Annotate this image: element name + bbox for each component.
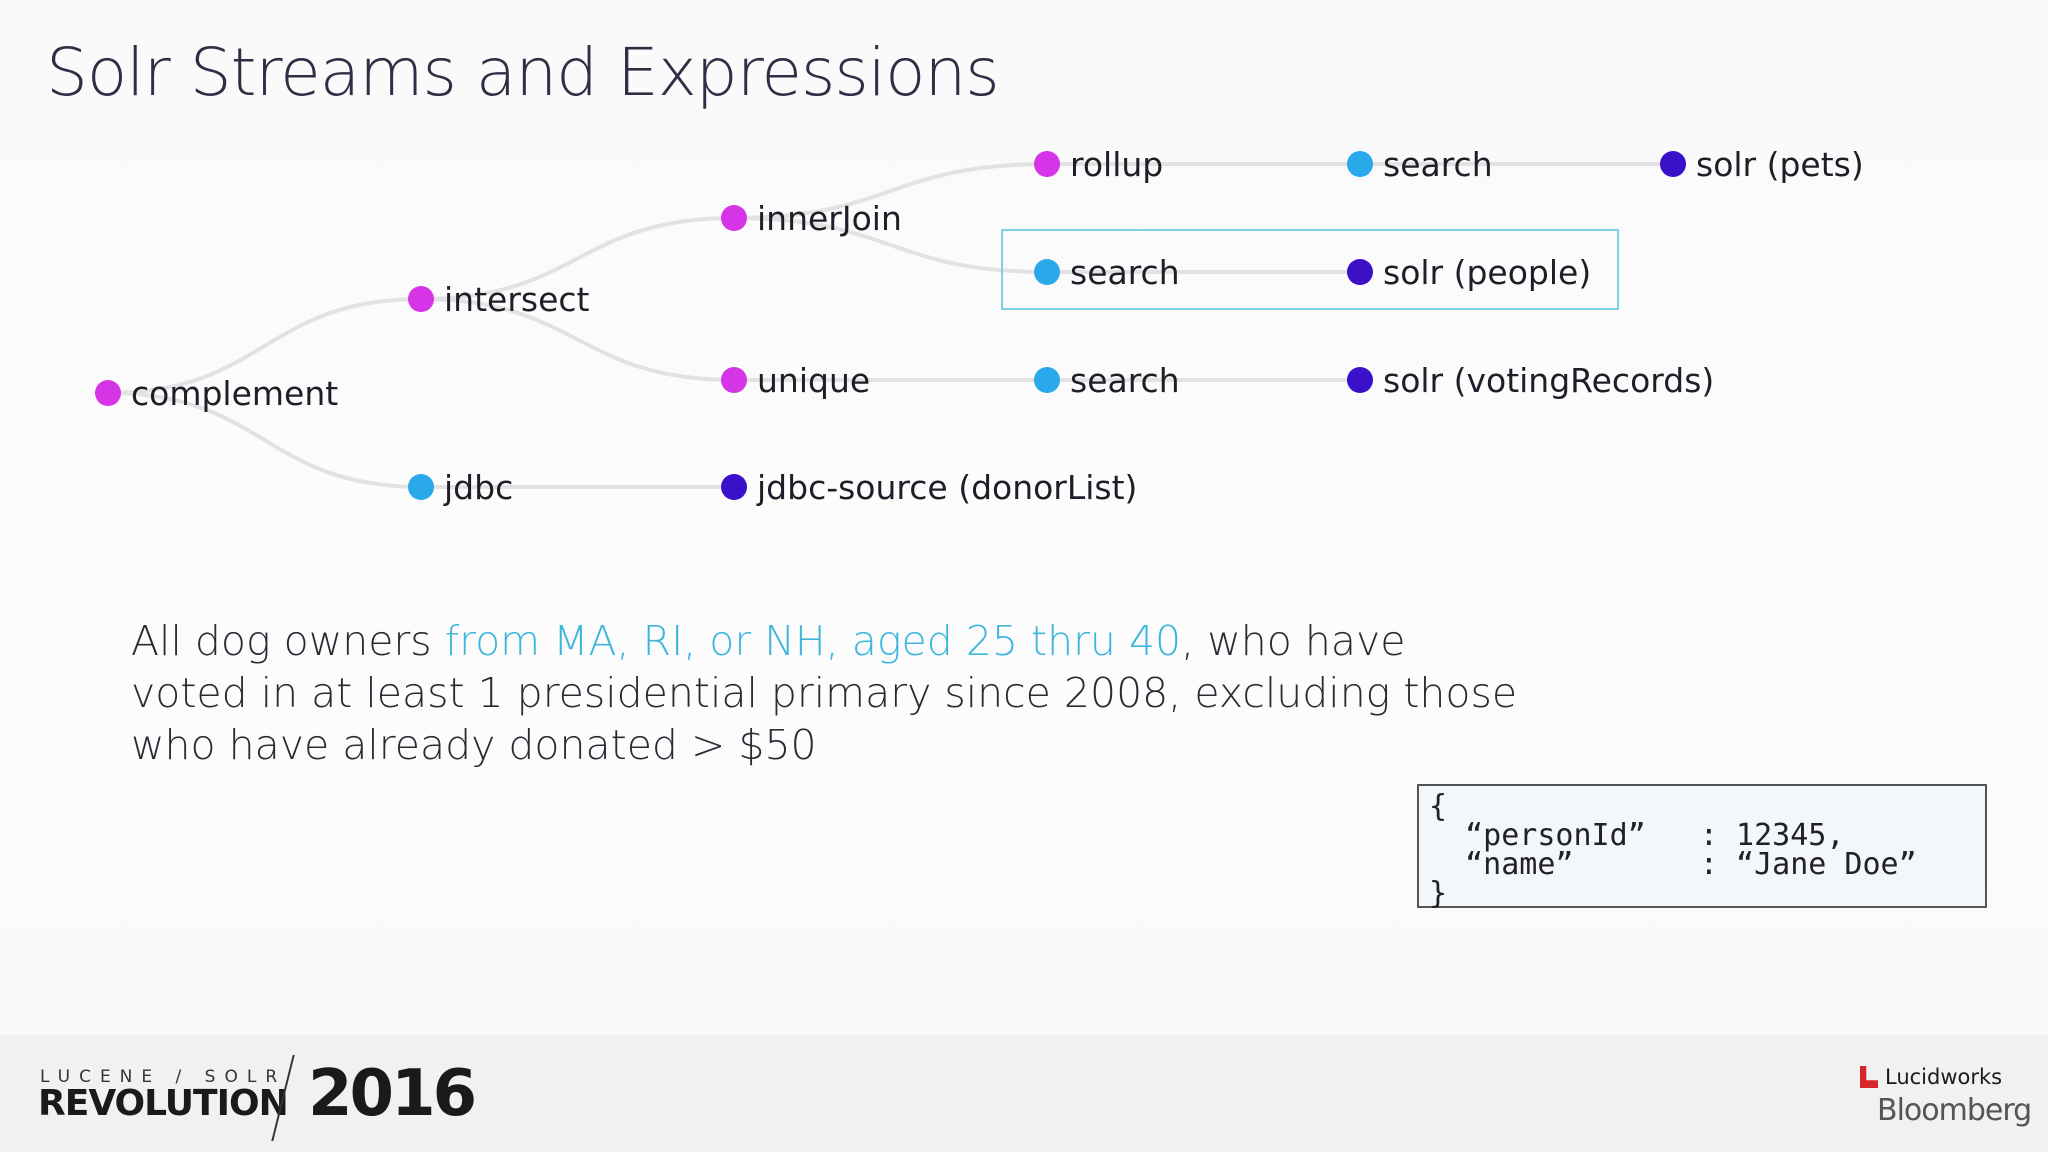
node-label: search	[1070, 253, 1180, 292]
event-name-line1: LUCENE / SOLR	[40, 1067, 287, 1087]
node-label: rollup	[1070, 145, 1163, 184]
caption-text-start: All dog owners	[131, 617, 445, 665]
lucidworks-label: Lucidworks	[1885, 1065, 2003, 1089]
caption-highlight: from MA, RI, or NH, aged 25 thru 40	[444, 617, 1182, 665]
node-label: unique	[757, 361, 870, 400]
node-dot	[1347, 259, 1373, 285]
node-label: complement	[131, 374, 338, 413]
node-dot	[1347, 367, 1373, 393]
tree-node-intersect: intersect	[408, 280, 590, 319]
event-year: 2016	[308, 1057, 477, 1131]
caption-text-end: , who have voted in at least 1 president…	[131, 617, 1518, 769]
tree-edge	[107, 297, 422, 395]
node-dot	[95, 380, 121, 406]
tree-node-solr-pets: solr (pets)	[1660, 145, 1864, 184]
tree-node-rollup: rollup	[1034, 145, 1163, 184]
node-dot	[1347, 151, 1373, 177]
node-label: innerJoin	[757, 199, 902, 238]
node-dot	[408, 474, 434, 500]
slide: Solr Streams and Expressions complement i…	[0, 0, 2048, 1035]
node-dot	[721, 367, 747, 393]
footer: LUCENE / SOLR REVOLUTION 2016 Lucidworks…	[0, 1035, 2048, 1152]
tree-node-solr-voting: solr (votingRecords)	[1347, 361, 1714, 400]
node-label: search	[1070, 361, 1180, 400]
page-title: Solr Streams and Expressions	[46, 34, 1000, 111]
node-dot	[1034, 259, 1060, 285]
tree-node-jdbc: jdbc	[408, 468, 513, 507]
node-label: jdbc-source (donorList)	[756, 468, 1137, 507]
node-label: solr (votingRecords)	[1383, 361, 1714, 400]
node-label: solr (pets)	[1696, 145, 1864, 184]
node-dot	[1034, 367, 1060, 393]
node-label: intersect	[444, 280, 590, 319]
tree-node-search-people: search	[1034, 253, 1180, 292]
node-dot	[1660, 151, 1686, 177]
tree-nodes: complement intersect jdbc innerJoin unique jd…	[95, 145, 1864, 507]
node-label: jdbc	[443, 468, 513, 507]
tree-edge	[733, 162, 1048, 220]
tree-node-search-pets: search	[1347, 145, 1493, 184]
tree-node-search-voting: search	[1034, 361, 1180, 400]
tree-edge	[420, 297, 735, 382]
tree-edge	[107, 391, 422, 489]
node-label: solr (people)	[1383, 253, 1591, 292]
tree-node-innerJoin: innerJoin	[721, 199, 902, 238]
caption: All dog owners from MA, RI, or NH, aged …	[131, 615, 1531, 771]
tree-edges	[107, 162, 1673, 489]
tree-node-solr-people: solr (people)	[1347, 253, 1591, 292]
node-dot	[721, 205, 747, 231]
tree-edge	[420, 216, 735, 301]
stream-expression-tree: complement intersect jdbc innerJoin unique jd…	[95, 145, 1864, 507]
node-dot	[408, 286, 434, 312]
tree-node-complement: complement	[95, 374, 338, 413]
tree-node-unique: unique	[721, 361, 870, 400]
highlight-box	[1001, 229, 1619, 310]
bloomberg-logo: Bloomberg	[1877, 1093, 2032, 1128]
lucidworks-logo: Lucidworks	[1860, 1065, 2002, 1089]
node-label: search	[1383, 145, 1493, 184]
event-name-line2: REVOLUTION	[38, 1083, 289, 1124]
node-dot	[721, 474, 747, 500]
tree-node-jdbc-source: jdbc-source (donorList)	[721, 468, 1137, 507]
tree-edge	[733, 216, 1048, 274]
node-dot	[1034, 151, 1060, 177]
json-example-box: { “personId” : 12345, “name” : “Jane Doe…	[1417, 784, 1987, 909]
lucidworks-icon	[1860, 1066, 1878, 1088]
